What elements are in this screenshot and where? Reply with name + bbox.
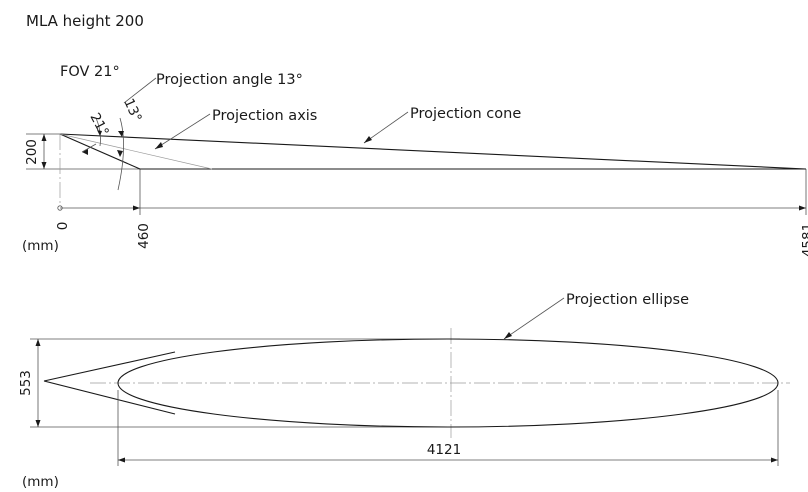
length-arrow-right: [771, 457, 778, 463]
projection-angle-value: 13°: [120, 96, 144, 124]
fov-arc-arrow-top: [97, 130, 102, 136]
length-arrow-left: [118, 457, 125, 463]
width-arrow-bottom: [35, 420, 41, 427]
projection-cone-leader: [363, 111, 409, 144]
width-arrow-top: [35, 339, 41, 346]
cone-upper-edge: [59, 133, 807, 170]
projection-ellipse-leader-arrow: [504, 332, 512, 339]
projection-cone-leader-arrow: [364, 136, 372, 143]
fov-arc-leader: [81, 143, 97, 153]
height-dimension-label: 200: [24, 139, 40, 165]
distance-near-label: 460: [136, 223, 152, 249]
distance-far-label: 4581: [800, 223, 808, 257]
projection-cone-label: Projection cone: [410, 106, 521, 122]
projection-ellipse-label: Projection ellipse: [566, 292, 689, 308]
distance-arrow-near: [133, 205, 140, 211]
projection-axis-line: [59, 133, 213, 170]
side-view: 200 21° 13° FOV 21° Projection angle 13°: [22, 64, 808, 257]
projection-axis-leader-arrow: [155, 142, 163, 149]
projection-axis-leader: [154, 113, 211, 150]
height-arrow-top: [41, 134, 47, 141]
projection-axis-label: Projection axis: [212, 108, 317, 124]
side-view-unit-label: (mm): [22, 238, 59, 254]
projection-arc-arrow-top: [118, 131, 124, 137]
distance-origin-label: 0: [55, 222, 71, 231]
top-view: 553 4121 Projection ellipse (mm): [18, 292, 790, 490]
projection-ellipse-leader: [503, 297, 565, 340]
width-dimension-label: 553: [18, 370, 34, 396]
cone-lower-edge: [59, 133, 141, 170]
fov-angle-value: 21°: [86, 110, 111, 139]
projection-angle-label: Projection angle 13°: [156, 72, 303, 88]
fov-label: FOV 21°: [60, 64, 120, 80]
projection-arc-arrow-bottom: [117, 150, 123, 157]
distance-arrow-far: [799, 205, 806, 211]
fov-arc-arrow-bottom: [82, 149, 88, 155]
projection-angle-leader: [123, 77, 157, 104]
projection-angle-arc: [117, 117, 124, 191]
height-arrow-bottom: [41, 162, 47, 169]
cone-tangent-top: [43, 351, 176, 382]
drawing-title: MLA height 200: [26, 12, 144, 30]
projection-ellipse: [117, 338, 779, 428]
cone-tangent-bottom: [43, 380, 176, 415]
length-dimension-label: 4121: [427, 442, 461, 458]
top-view-unit-label: (mm): [22, 474, 59, 490]
